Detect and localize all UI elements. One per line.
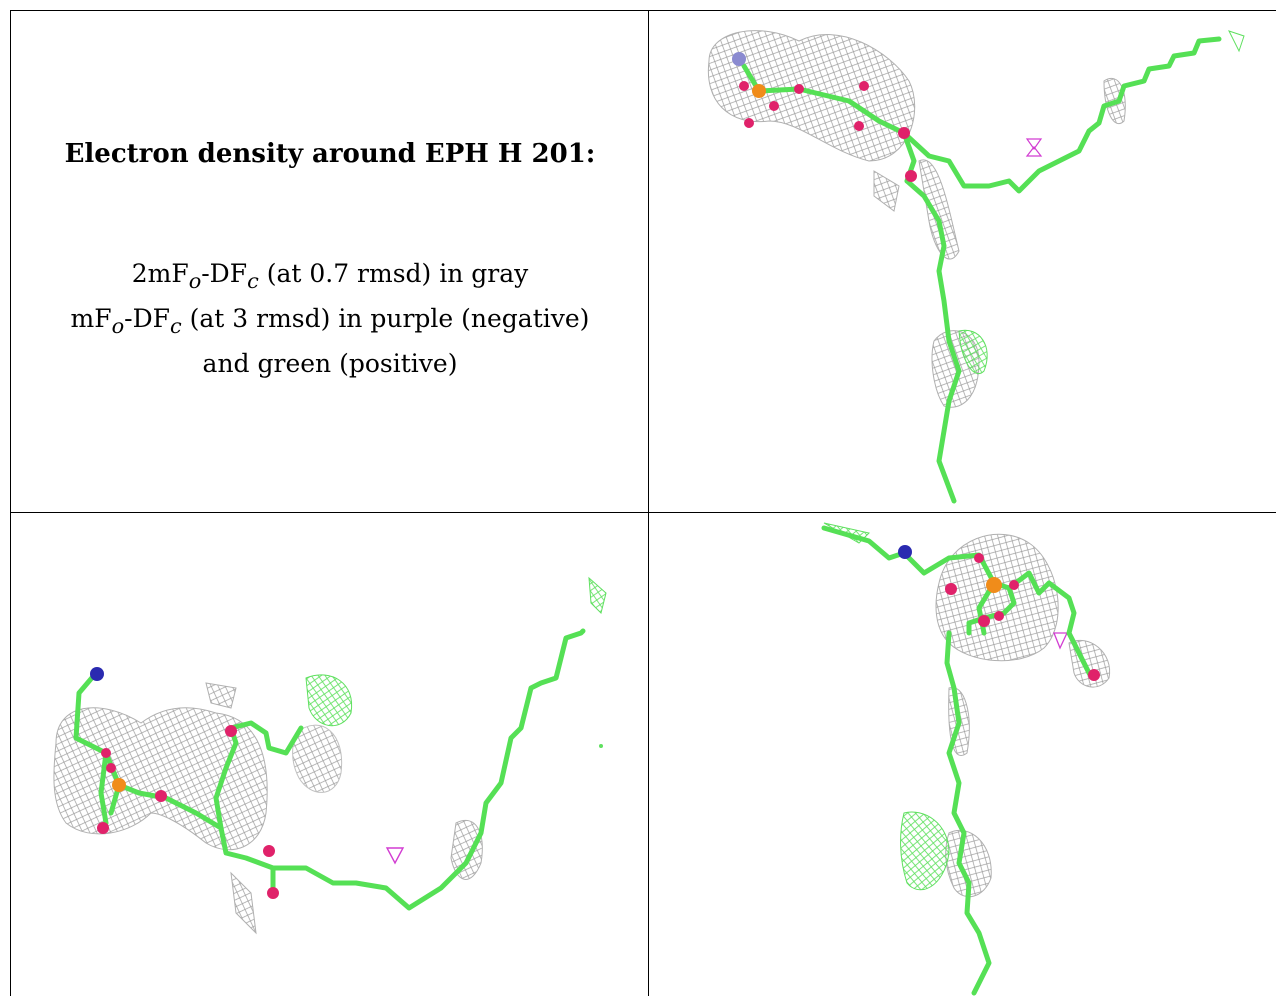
legend-line-colors: and green (positive): [202, 349, 458, 378]
density-mesh-purple: [385, 847, 405, 865]
legend-text: 2mF: [131, 259, 189, 288]
oxygen-atom: [267, 887, 279, 899]
nitrogen-atom: [898, 545, 912, 559]
oxygen-atom: [97, 822, 109, 834]
molecule-view-2: [53, 576, 607, 935]
table-middle-border: [10, 512, 1276, 513]
oxygen-atom: [744, 118, 754, 128]
phosphorus-atom: [752, 84, 766, 98]
molecule-view-3: [821, 522, 1111, 996]
oxygen-atom: [994, 611, 1004, 621]
legend-sub: o: [188, 269, 202, 293]
oxygen-atom: [739, 81, 749, 91]
caption-legend: 2mFo-DFc (at 0.7 rmsd) in gray mFo-DFc (…: [11, 255, 648, 383]
ligand-atoms: [898, 545, 1100, 681]
oxygen-atom: [769, 101, 779, 111]
oxygen-atom: [859, 81, 869, 91]
legend-sub: o: [111, 314, 125, 338]
oxygen-atom: [1009, 580, 1019, 590]
density-mesh-purple: [1025, 138, 1043, 157]
caption-title: Electron density around EPH H 201:: [64, 139, 596, 169]
density-mesh-purple: [1053, 632, 1069, 650]
legend-line-mfo: mFo-DFc (at 3 rmsd) in purple (negative): [11, 300, 648, 345]
legend-sub: c: [247, 269, 259, 293]
view-bottom-left: [11, 513, 648, 996]
oxygen-atom: [155, 790, 167, 802]
oxygen-atom: [974, 553, 984, 563]
legend-text: -DF: [124, 304, 170, 333]
legend-sub: c: [170, 314, 182, 338]
oxygen-atom: [905, 170, 917, 182]
oxygen-atom: [225, 725, 237, 737]
table-top-border: [10, 10, 1276, 11]
legend-text: -DF: [201, 259, 248, 288]
density-mesh-green: [958, 30, 1245, 374]
table-left-border: [10, 10, 11, 996]
legend-text: (at 3 rmsd) in purple (negative): [181, 304, 590, 333]
oxygen-atom: [106, 763, 116, 773]
oxygen-atom: [854, 121, 864, 131]
nitrogen-atom: [90, 667, 104, 681]
figure-table: Electron density around EPH H 201: 2mFo-…: [10, 10, 1276, 996]
oxygen-atom: [978, 615, 990, 627]
density-mesh-gray: [707, 30, 1126, 408]
view-top-right: [649, 11, 1276, 512]
molecule-view-1: [707, 30, 1245, 504]
density-mesh-gray: [53, 682, 483, 935]
legend-text: (at 0.7 rmsd) in gray: [258, 259, 529, 288]
oxygen-atom: [794, 84, 804, 94]
oxygen-atom: [1088, 669, 1100, 681]
legend-text: mF: [70, 304, 112, 333]
oxygen-atom: [263, 845, 275, 857]
phosphorus-atom: [986, 577, 1002, 593]
density-mesh-green: [305, 576, 607, 748]
view-bottom-right: [649, 513, 1276, 996]
ligand-stick: [741, 36, 1222, 504]
ligand-atoms: [90, 667, 279, 899]
oxygen-atom: [945, 583, 957, 595]
phosphorus-atom: [112, 778, 126, 792]
density-mesh-green: [823, 522, 950, 891]
table-center-border: [648, 10, 649, 996]
legend-line-2mfo: 2mFo-DFc (at 0.7 rmsd) in gray: [11, 255, 648, 300]
ligand-atoms: [732, 52, 917, 182]
caption-cell: Electron density around EPH H 201: 2mFo-…: [11, 11, 648, 512]
nitrogen-atom: [732, 52, 746, 66]
oxygen-atom: [898, 127, 910, 139]
oxygen-atom: [101, 748, 111, 758]
